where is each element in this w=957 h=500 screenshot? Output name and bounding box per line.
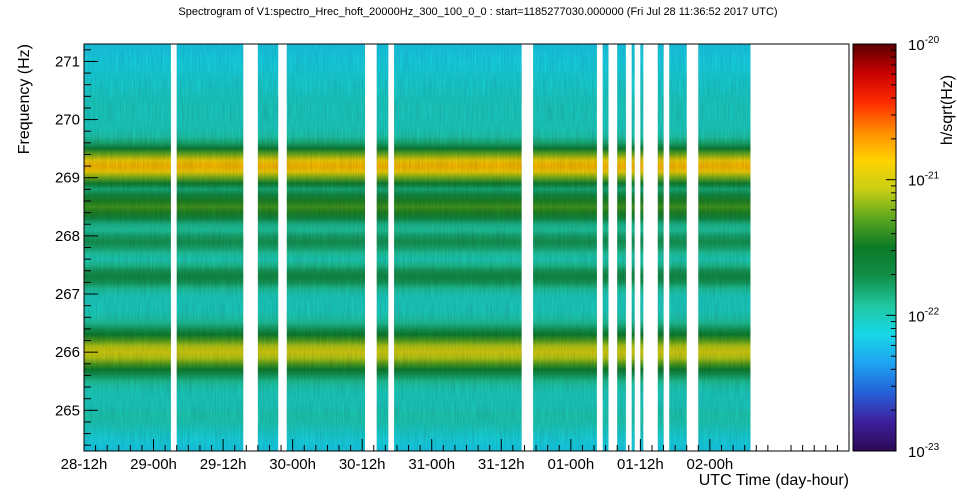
data-segment (533, 44, 597, 451)
colorbar-tick-label: 10-20 (908, 35, 940, 54)
x-tick-label: 30-12h (339, 456, 386, 473)
y-tick-label: 266 (55, 344, 80, 361)
data-segment (698, 44, 751, 451)
data-segment (617, 44, 626, 451)
y-axis: 265 266 267 268 269 270 271 (55, 49, 98, 446)
y-axis-label: Frequency (Hz) (16, 44, 33, 154)
y-tick-label: 267 (55, 286, 80, 303)
y-tick-label: 269 (55, 170, 80, 187)
data-segment (669, 44, 687, 451)
colorbar-tick-label: 10-22 (908, 306, 940, 325)
data-segment (640, 44, 644, 451)
y-tick-label: 271 (55, 53, 80, 70)
plot-area (84, 44, 751, 451)
chart-title: Spectrogram of V1:spectro_Hrec_hoft_2000… (178, 6, 777, 18)
colorbar (852, 43, 897, 452)
x-tick-label: 31-12h (478, 456, 525, 473)
data-segment (602, 44, 609, 451)
data-segment (394, 44, 522, 451)
x-tick-label: 28-12h (61, 456, 108, 473)
y-tick-label: 265 (55, 402, 80, 419)
colorbar-tick-label: 10-23 (908, 442, 940, 461)
x-axis-label: UTC Time (day-hour) (699, 472, 849, 489)
y-tick-label: 270 (55, 112, 80, 129)
data-segment (376, 44, 389, 451)
x-tick-label: 31-00h (408, 456, 455, 473)
x-tick-label: 01-12h (617, 456, 664, 473)
x-tick-label: 29-00h (130, 456, 177, 473)
colorbar-label: h/sqrt(Hz) (939, 75, 956, 145)
x-axis: 28-12h 29-00h 29-12h 30-00h 30-12h 31-00h 31-1… (61, 439, 838, 473)
x-tick-label: 29-12h (200, 456, 247, 473)
y-tick-label: 268 (55, 228, 80, 245)
x-tick-label: 02-00h (687, 456, 734, 473)
data-segment (84, 44, 171, 451)
data-segment (657, 44, 664, 451)
x-tick-label: 01-00h (547, 456, 594, 473)
colorbar-tick-label: 10-21 (908, 171, 940, 190)
data-segment (257, 44, 279, 451)
colorbar-axis: 10-20 10-21 10-22 10-23 (886, 35, 940, 461)
x-tick-label: 30-00h (269, 456, 316, 473)
data-segment (631, 44, 635, 451)
data-segment (176, 44, 244, 451)
data-segment (286, 44, 365, 451)
